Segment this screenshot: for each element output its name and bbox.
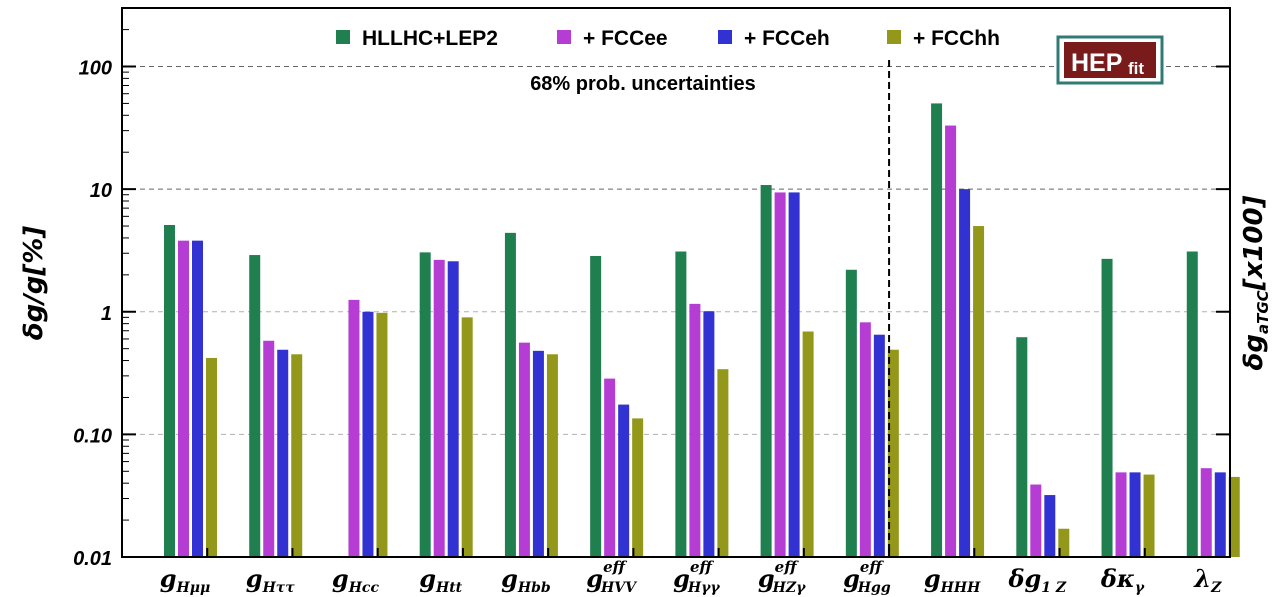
y-axis-label-right: δgaTGC[x100]	[1239, 195, 1272, 370]
x-tick-label: δκγ	[1100, 564, 1145, 596]
bar-3-11	[1044, 495, 1056, 557]
x-axis-ticks	[206, 548, 1146, 557]
x-tick-label: gHtt	[419, 564, 462, 596]
bar-3-7	[703, 311, 715, 557]
bar-4-11	[1058, 528, 1070, 557]
bar-2-5	[518, 342, 530, 557]
bar-4-5	[546, 354, 558, 557]
bar-4-7	[717, 369, 729, 557]
bar-4-9	[887, 349, 899, 557]
bar-2-8	[774, 192, 786, 557]
x-tick-label: gHbb	[501, 564, 551, 596]
bar-4-13	[1228, 476, 1240, 557]
x-tick-label: geff Hγγ	[673, 558, 720, 596]
y-tick-label: 10	[90, 180, 112, 202]
bar-3-5	[532, 350, 544, 557]
y-tick-label: 0.10	[73, 425, 112, 447]
x-tick-label: geff HVV	[586, 558, 638, 596]
y-axis-ticks: 0.01 0.10 1 10 100	[73, 29, 1230, 570]
bar-4-12	[1143, 474, 1155, 557]
legend-label-4: + FCChh	[913, 27, 1000, 50]
bar-3-13	[1214, 472, 1226, 557]
bar-1-9	[845, 269, 857, 557]
svg-text:fit: fit	[1128, 59, 1144, 78]
legend-swatch-1	[336, 30, 350, 44]
x-tick-label: gHττ	[246, 564, 295, 596]
legend-label-2: + FCCee	[583, 27, 668, 50]
bar-4-6	[632, 418, 644, 557]
bar-1-6	[590, 255, 602, 557]
bar-4-10	[973, 226, 985, 557]
bar-3-1	[192, 240, 203, 557]
bar-1-8	[760, 185, 772, 558]
legend-swatch-4	[887, 30, 901, 44]
bar-1-4	[419, 252, 431, 557]
bar-1-11	[1016, 337, 1028, 557]
x-tick-label: gHμμ	[160, 564, 211, 596]
bar-2-12	[1115, 472, 1127, 557]
bar-2-1	[178, 240, 189, 557]
y-tick-label: 100	[79, 58, 112, 80]
y-tick-label: 0.01	[73, 548, 112, 570]
x-tick-label: geff HZγ	[758, 558, 806, 596]
annotation-text: 68% prob. uncertainties	[530, 73, 756, 95]
bar-2-13	[1200, 468, 1212, 557]
bar-4-4	[461, 317, 473, 557]
bar-1-7	[675, 251, 687, 557]
x-tick-label: λZ	[1193, 564, 1222, 596]
bar-3-6	[618, 404, 630, 557]
bar-2-7	[689, 303, 701, 557]
bar-4-1	[206, 357, 217, 557]
bar-3-3	[362, 311, 374, 557]
bar-3-10	[959, 189, 971, 557]
x-tick-label: δg1 Z	[1007, 564, 1066, 596]
bar-3-2	[277, 349, 289, 557]
bar-2-9	[859, 322, 871, 557]
x-tick-label: geff Hgg	[843, 558, 891, 596]
x-axis-labels: gHμμ gHττ gHcc gHtt gHbb geff HVV geff Hγγ geff HZ…	[160, 558, 1222, 596]
legend-swatch-3	[718, 30, 732, 44]
bar-2-11	[1030, 484, 1042, 557]
bar-1-10	[931, 103, 943, 557]
bar-1-1	[164, 224, 175, 557]
bar-1-5	[504, 232, 516, 557]
bar-4-3	[376, 312, 388, 557]
bar-2-4	[433, 259, 445, 557]
bars	[164, 103, 1240, 558]
bar-3-4	[447, 261, 459, 557]
legend: HLLHC+LEP2 + FCCee + FCCeh + FCChh	[336, 27, 1000, 50]
bar-2-3	[348, 299, 360, 557]
y-axis-label-left: δg/g[%]	[19, 226, 49, 341]
bar-2-10	[945, 125, 957, 557]
bar-3-12	[1129, 472, 1141, 557]
legend-swatch-2	[557, 30, 571, 44]
legend-label-1: HLLHC+LEP2	[362, 27, 498, 50]
y-tick-label: 1	[101, 303, 112, 325]
legend-label-3: + FCCeh	[744, 27, 830, 50]
bar-4-8	[802, 331, 814, 557]
bar-2-2	[263, 340, 275, 557]
bar-1-12	[1101, 258, 1113, 557]
hepfit-logo: HEP fit	[1056, 35, 1164, 85]
bar-3-9	[873, 334, 885, 557]
x-tick-label: gHHH	[924, 564, 981, 596]
bar-1-2	[249, 255, 261, 557]
bar-2-6	[604, 378, 616, 557]
plot-frame	[121, 7, 1231, 558]
svg-text:HEP: HEP	[1071, 49, 1122, 77]
bar-1-13	[1186, 251, 1198, 557]
x-tick-label: gHcc	[332, 564, 380, 596]
bar-3-8	[788, 192, 800, 557]
bar-4-2	[291, 354, 303, 557]
